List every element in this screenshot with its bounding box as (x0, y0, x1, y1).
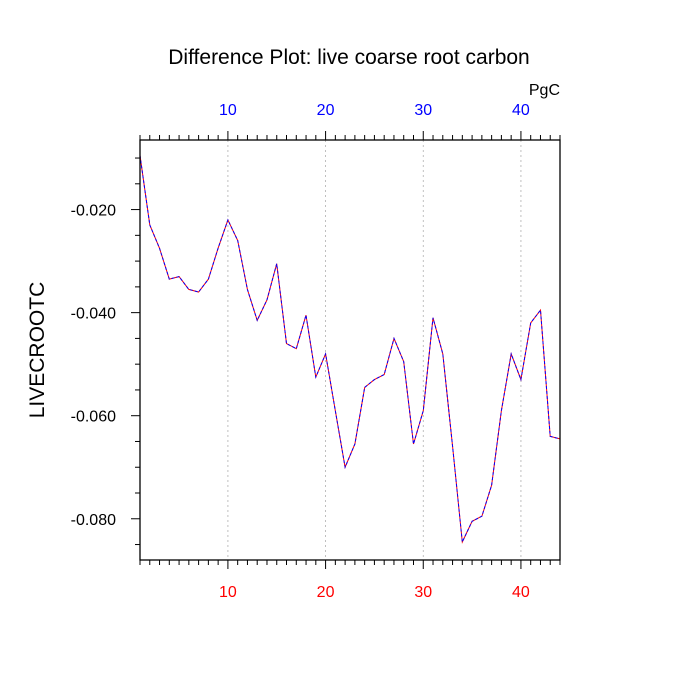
chart-title: Difference Plot: live coarse root carbon (168, 46, 529, 69)
grid (227, 140, 522, 560)
y-tick-label: -0.060 (71, 409, 116, 426)
y-tick-label: -0.080 (71, 512, 116, 529)
series-line-overlay (139, 155, 561, 544)
x-tick-label-top: 30 (414, 102, 432, 119)
y-tick-label: -0.040 (71, 306, 116, 323)
x-tick-label-top: 10 (219, 102, 237, 119)
tick-labels: 10 10 20 20 30 30 40 40 -0.020 -0.040 -0.060 -0.080 (71, 102, 530, 601)
x-tick-label-bottom: 30 (414, 584, 432, 601)
y-axis-label: LIVECROOTC (26, 282, 49, 419)
plot-series (139, 155, 561, 544)
x-tick-label-top: 40 (512, 102, 530, 119)
series-line (139, 155, 561, 544)
x-tick-label-bottom: 20 (317, 584, 335, 601)
plot-frame (139, 139, 561, 561)
x-tick-label-bottom: 40 (512, 584, 530, 601)
axis-ticks (131, 131, 561, 569)
y-tick-label: -0.020 (71, 203, 116, 220)
x-tick-label-bottom: 10 (219, 584, 237, 601)
units-label: PgC (529, 82, 560, 99)
x-tick-label-top: 20 (317, 102, 335, 119)
